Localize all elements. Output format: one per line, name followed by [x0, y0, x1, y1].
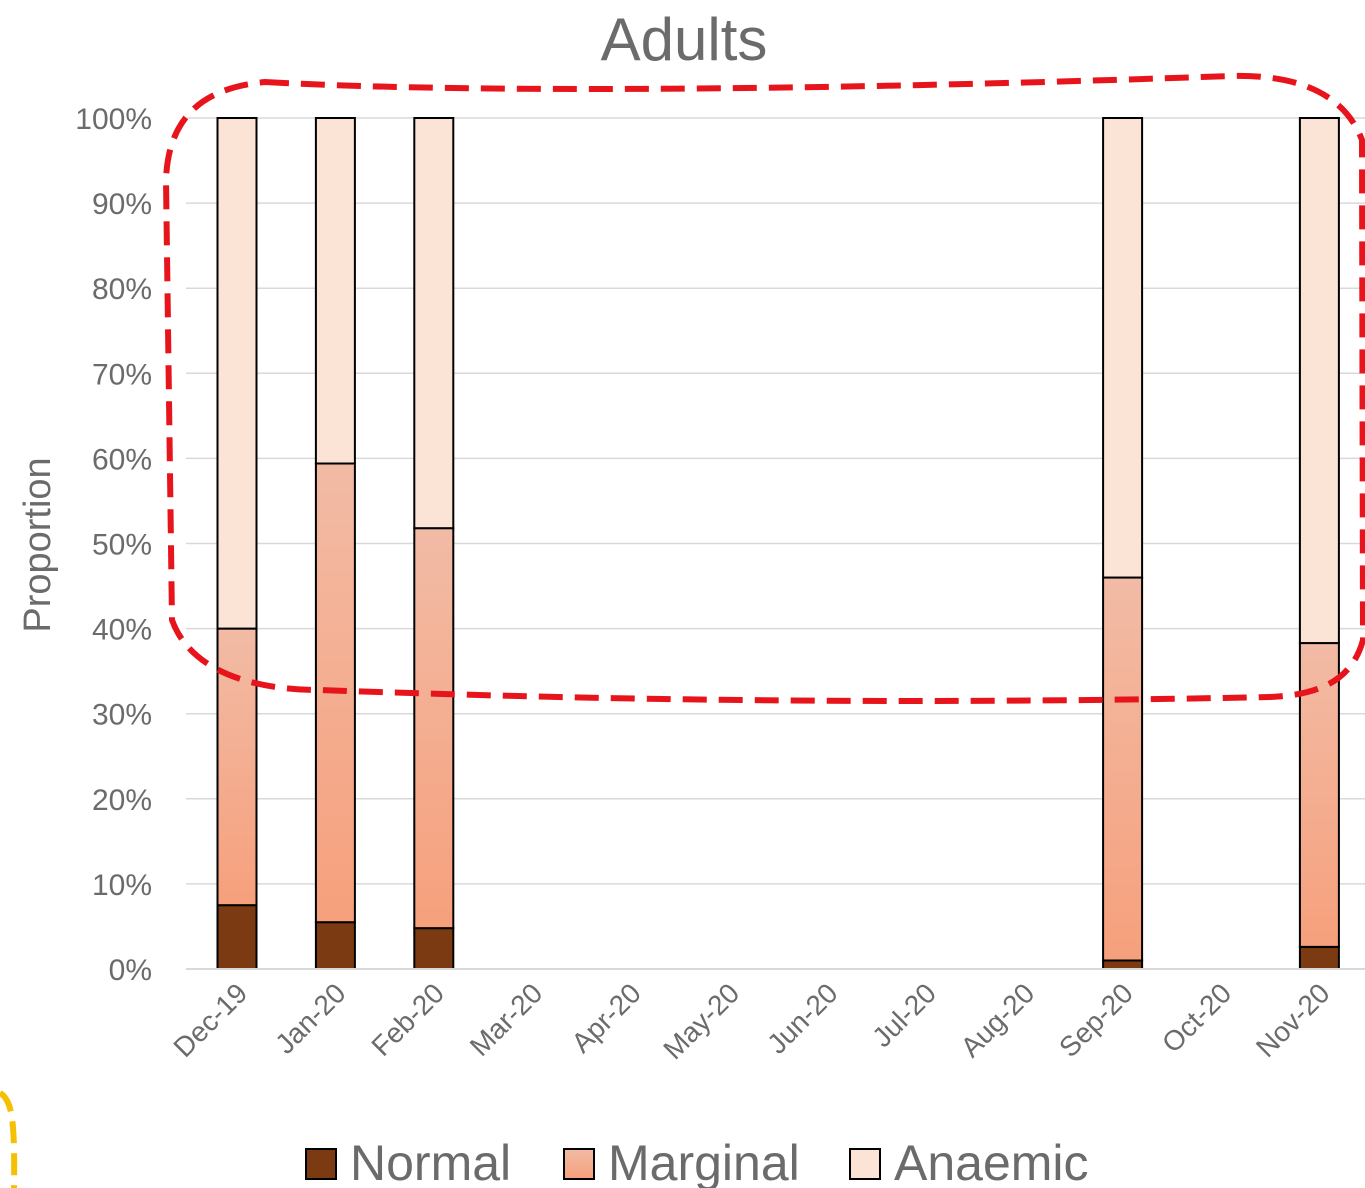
y-tick-label: 50% — [92, 529, 152, 562]
legend-swatch-normal — [305, 1148, 337, 1180]
legend-label-anaemic: Anaemic — [894, 1135, 1089, 1188]
bar-normal-dec-19 — [216, 904, 258, 970]
x-tick-label: Feb-20 — [365, 977, 450, 1062]
bar-marginal-nov-20 — [1298, 642, 1340, 948]
y-tick-label: 20% — [92, 784, 152, 817]
y-tick-label: 40% — [92, 614, 152, 647]
x-tick-label: Nov-20 — [1250, 977, 1336, 1063]
x-tick-label: Dec-19 — [167, 977, 253, 1063]
x-tick-label: Jun-20 — [761, 977, 843, 1059]
yellow-dashed-annotation-outline — [0, 1090, 18, 1188]
legend: Normal Marginal Anaemic — [305, 1135, 1089, 1188]
legend-label-marginal: Marginal — [608, 1135, 800, 1188]
y-tick-label: 100% — [75, 103, 152, 136]
y-tick-label: 0% — [109, 954, 152, 987]
gridlines — [186, 117, 1365, 885]
bar-anaemic-sep-20 — [1102, 117, 1144, 579]
x-tick-label: Aug-20 — [955, 977, 1041, 1063]
bar-anaemic-dec-19 — [216, 117, 258, 630]
y-axis-label: Proportion — [17, 457, 59, 632]
x-axis-ticks: Dec-19 Jan-20 Feb-20 Mar-20 Apr-20 May-20 Jun-… — [167, 977, 1335, 1065]
x-tick-label: Jan-20 — [269, 977, 351, 1059]
x-tick-label: Mar-20 — [464, 977, 549, 1062]
y-tick-label: 90% — [92, 188, 152, 221]
bar-anaemic-feb-20 — [413, 117, 455, 530]
bar-marginal-feb-20 — [413, 527, 455, 930]
legend-label-normal: Normal — [350, 1135, 511, 1188]
x-tick-label: Sep-20 — [1053, 977, 1139, 1063]
bar-anaemic-jan-20 — [314, 117, 356, 465]
y-tick-label: 30% — [92, 699, 152, 732]
red-dashed-annotation-outline — [162, 72, 1365, 704]
bar-anaemic-nov-20 — [1298, 117, 1340, 645]
chart-title: Adults — [601, 6, 768, 73]
y-tick-label: 10% — [92, 869, 152, 902]
bar-normal-sep-20 — [1102, 959, 1144, 970]
bar-marginal-sep-20 — [1102, 576, 1144, 962]
legend-swatch-marginal — [563, 1148, 595, 1180]
y-tick-label: 80% — [92, 273, 152, 306]
y-tick-label: 70% — [92, 358, 152, 391]
x-tick-label: Apr-20 — [565, 977, 646, 1058]
bar-normal-jan-20 — [314, 921, 356, 971]
y-axis-ticks: 0% 10% 20% 30% 40% 50% 60% 70% 80% 90% 100% — [75, 103, 152, 987]
bar-normal-feb-20 — [413, 927, 455, 970]
bar-normal-nov-20 — [1298, 945, 1340, 971]
y-tick-label: 60% — [92, 443, 152, 476]
legend-swatch-anaemic — [849, 1148, 881, 1180]
x-tick-label: Jul-20 — [866, 977, 942, 1053]
x-tick-label: May-20 — [657, 977, 745, 1065]
x-tick-label: Oct-20 — [1156, 977, 1237, 1058]
